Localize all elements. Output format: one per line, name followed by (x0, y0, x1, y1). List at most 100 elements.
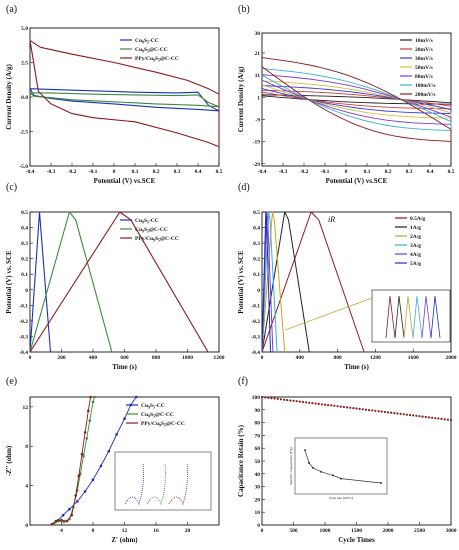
retention-point (333, 404, 336, 407)
retention-point (412, 414, 415, 417)
inset-x-label: Scan rate (mV/s) (329, 496, 354, 500)
legend-entry: Cu9S5-CC (135, 218, 159, 225)
x-tick-label: 0.2 (385, 169, 392, 175)
y-tick-label: -0.4 (251, 350, 260, 356)
legend-entry: 3A/g (410, 243, 421, 249)
x-axis-label: Potential (V) vs.SCE (94, 177, 156, 185)
y-tick-label: 0.5 (21, 210, 28, 216)
x-tick-label: 200 (57, 355, 66, 361)
x-tick-label: -0.1 (89, 169, 98, 175)
retention-point (374, 409, 377, 412)
x-tick-label: 16 (153, 528, 159, 534)
y-tick-label: -5.0 (19, 164, 28, 170)
panel-label: (c) (6, 182, 17, 193)
panel-label: (b) (238, 4, 250, 15)
cv-curve-20mv-s (261, 89, 452, 110)
retention-point (427, 416, 430, 419)
y-tick-label: 100 (252, 395, 261, 401)
nyquist-point (91, 478, 95, 482)
nyquist-point (99, 464, 103, 468)
gcd-curve (261, 211, 286, 353)
y-tick-label: 20 (255, 497, 261, 503)
y-tick-label: 0.4 (21, 226, 28, 232)
legend-entry: 4A/g (410, 252, 421, 258)
legend-entry: 20mV/s (415, 47, 433, 53)
x-axis-label: Cycle Times (338, 536, 375, 544)
nyquist-point (70, 513, 73, 517)
inset-point (312, 466, 314, 469)
panel-a: (a) -0.4 -0.3 -0.2 -0.1 0 0.1 0.2 0.3 0.4 0.5 -5.0 -… (5, 4, 223, 185)
y-tick-label: -0.1 (19, 303, 28, 309)
retention-point (308, 401, 311, 404)
y-tick-label: 0.0 (21, 95, 28, 101)
x-tick-label: -0.2 (68, 169, 77, 175)
y-tick-label: -19 (253, 140, 261, 146)
x-tick-label: 0.4 (427, 169, 434, 175)
nyquist-point (123, 417, 126, 421)
gcd-curve (261, 211, 271, 353)
plot-frame (29, 211, 220, 353)
ir-drop-annotation: iR (328, 215, 335, 224)
legend-entry: PPy/Cu9S5@C-CC (135, 236, 179, 243)
x-tick-label: 0.2 (153, 169, 160, 175)
x-tick-label: -0.4 (26, 169, 35, 175)
retention-point (267, 396, 270, 399)
y-tick-label: -0.1 (251, 303, 260, 309)
retention-point (320, 403, 323, 406)
retention-point (449, 418, 453, 422)
panel-d: (d) 0 400 800 1200 1600 2000 -0.4 -0.3 -0.2 -0.1 0 0… (237, 182, 457, 371)
retention-point (295, 400, 298, 403)
gcd-curve (29, 211, 113, 353)
x-axis-label: Time (s) (344, 363, 369, 371)
retention-point (424, 415, 427, 419)
y-tick-label: 60 (255, 446, 261, 452)
x-tick-label: 800 (333, 355, 342, 361)
nyquist-point (74, 494, 77, 497)
legend-entry: 200mV/s (415, 92, 435, 98)
y-tick-label: 30 (255, 485, 261, 491)
x-tick-label: 0.4 (195, 169, 202, 175)
retention-point (355, 407, 358, 410)
y-tick-label: -0.3 (251, 334, 260, 340)
x-tick-label: 600 (120, 355, 129, 361)
gcd-curve (29, 211, 209, 353)
retention-point (352, 407, 355, 410)
panel-e: (e) 4 8 12 16 20 0 4 8 12 Z' (ohm) -Z'' (ohm) Cu9S5-… (5, 376, 220, 544)
legend-entry: 10mV/s (415, 38, 433, 44)
retention-point (349, 406, 352, 409)
y-tick-label: 2.5 (21, 61, 28, 67)
inset-point (332, 474, 334, 477)
y-tick-label: -0.2 (19, 319, 28, 325)
plot-frame (261, 211, 452, 353)
inset-curve (124, 463, 144, 506)
y-axis-label: Potential (V) vs. SCE (5, 250, 13, 314)
y-tick-label: 4 (25, 484, 28, 490)
retention-point (339, 405, 342, 408)
x-tick-label: -0.4 (258, 169, 267, 175)
retention-point (330, 404, 333, 407)
retention-point (371, 409, 374, 412)
inset-curve (146, 463, 166, 506)
legend-entry: 5A/g (410, 261, 421, 267)
panel-label: (f) (238, 376, 248, 387)
x-axis-label: Z' (ohm) (111, 536, 138, 544)
legend-entry: Cu9S5@C-CC (141, 412, 174, 419)
legend-entry: 80mV/s (415, 74, 433, 80)
nyquist-point (135, 395, 138, 399)
x-tick-label: 1200 (214, 355, 225, 361)
legend-entry: Cu9S5-CC (141, 403, 165, 410)
nyquist-inset (114, 451, 212, 511)
y-tick-label: 30 (255, 31, 261, 37)
y-tick-label: 0.1 (21, 272, 28, 278)
nyquist-point (79, 472, 82, 476)
y-tick-label: 0.3 (253, 241, 260, 247)
nyquist-point (76, 500, 79, 503)
retention-point (361, 408, 364, 411)
retention-point (273, 397, 276, 400)
x-tick-label: 800 (152, 355, 161, 361)
y-tick-label: 0.4 (253, 226, 260, 232)
retention-point (380, 410, 383, 413)
retention-point (336, 405, 339, 408)
y-axis-label: Capacitance Retain (%) (237, 424, 245, 497)
x-tick-label: 0 (113, 169, 116, 175)
